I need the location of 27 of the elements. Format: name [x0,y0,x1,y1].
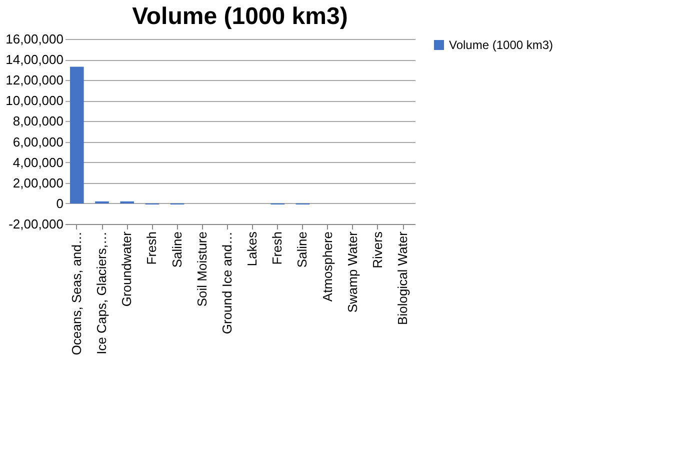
y-tick-label: 10,00,000 [6,93,64,108]
y-tick-label: 12,00,000 [6,72,64,88]
bar [70,66,84,204]
x-tick-label: Groundwater [119,230,134,307]
x-tick-label: Saline [169,232,184,268]
x-tick-label: Oceans, Seas, and… [68,232,84,356]
y-tick-label: 2,00,000 [12,175,64,190]
x-tick-label: Fresh [270,232,285,265]
y-tick-label: 6,00,000 [12,134,64,150]
x-tick-label: Ice Caps, Glaciers,… [94,232,110,354]
y-tick-label: 14,00,000 [6,52,64,68]
x-tick-label: Atmosphere [320,232,335,302]
legend-label: Volume (1000 km3) [449,38,554,52]
x-tick-label: Swamp Water [344,230,360,313]
chart-title: Volume (1000 km3) [132,3,348,30]
x-tick-label: Fresh [144,232,160,265]
y-tick-label: 8,00,000 [12,114,64,129]
x-tick-label: Lakes [244,231,260,266]
x-tick-label: Rivers [370,231,385,268]
x-tick-label: Saline [294,232,310,268]
y-tick-label: -2,00,000 [8,216,64,232]
x-tick-label: Soil Moisture [194,232,210,307]
x-tick-label: Biological Water [395,230,410,325]
y-tick-label: 4,00,000 [12,154,64,170]
y-tick-label: 16,00,000 [6,32,64,46]
y-tick-label: 0 [56,196,64,211]
x-tick-label: Ground Ice and… [219,232,234,334]
